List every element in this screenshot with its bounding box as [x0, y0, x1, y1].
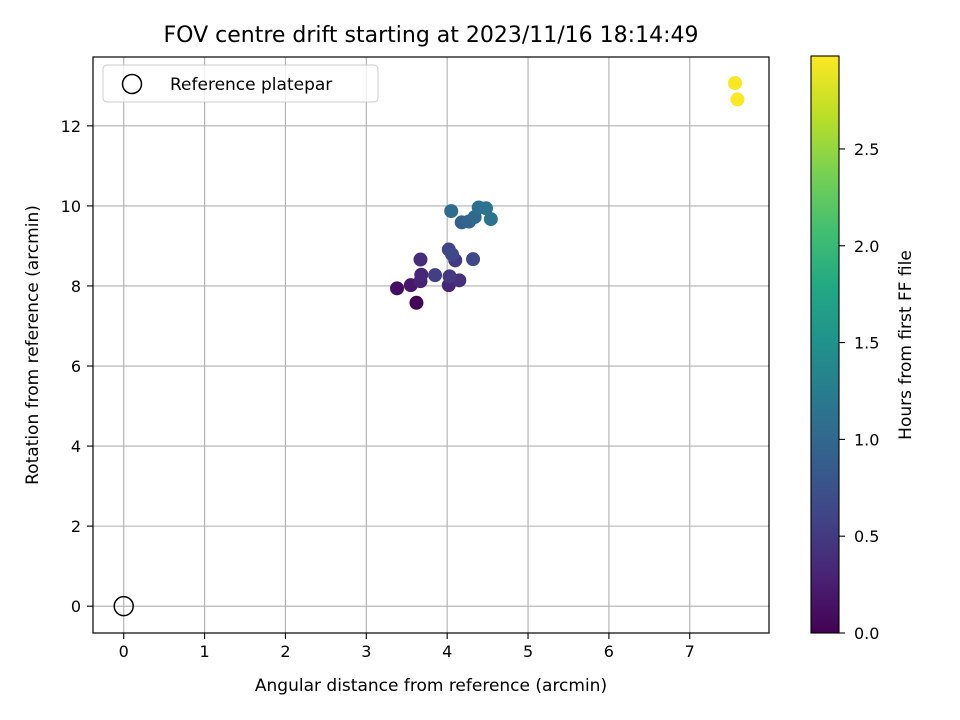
- data-point: [466, 252, 481, 267]
- colorbar-frame: [810, 55, 840, 634]
- x-axis-label: Angular distance from reference (arcmin): [255, 676, 607, 696]
- reference-platepar-point: [113, 595, 134, 617]
- data-point: [478, 201, 493, 216]
- plot-frame: [92, 56, 770, 634]
- colorbar-tick-label: 1.0: [854, 430, 879, 449]
- y-tick-label: 12: [61, 117, 81, 136]
- x-tick-label: 1: [199, 642, 209, 661]
- chart-title: FOV centre drift starting at 2023/11/16 …: [164, 23, 699, 48]
- x-axis-ticks: 0 1 2 3 4 5 6 7: [119, 633, 695, 661]
- grid-lines: [93, 57, 769, 633]
- legend-entry-reference-platepar: Reference platepar: [170, 75, 332, 95]
- colorbar-label: Hours from first FF file: [896, 250, 916, 440]
- x-tick-label: 5: [523, 642, 533, 661]
- data-point: [414, 267, 429, 282]
- data-point: [428, 268, 443, 283]
- y-axis-ticks: 0 2 4 6 8 10 12: [61, 117, 93, 616]
- x-tick-label: 2: [280, 642, 290, 661]
- colorbar-gradient: [811, 56, 839, 633]
- colorbar-ticks: 0.0 0.5 1.0 1.5 2.0 2.5: [839, 140, 879, 643]
- x-tick-label: 6: [604, 642, 614, 661]
- colorbar-tick-label: 0.0: [854, 624, 879, 643]
- y-tick-label: 0: [71, 597, 81, 616]
- data-point: [442, 269, 457, 284]
- data-point: [409, 295, 424, 310]
- y-tick-label: 6: [71, 357, 81, 376]
- y-tick-label: 10: [61, 197, 81, 216]
- x-tick-label: 7: [685, 642, 695, 661]
- x-tick-label: 0: [119, 642, 129, 661]
- data-points: [390, 76, 745, 310]
- colorbar: 0.0 0.5 1.0 1.5 2.0 2.5 Hours from first FF f…: [810, 55, 916, 643]
- colorbar-tick-label: 0.5: [854, 527, 879, 546]
- y-axis-label: Rotation from reference (arcmin): [23, 205, 43, 485]
- y-tick-label: 4: [71, 437, 81, 456]
- data-point: [728, 76, 743, 91]
- x-tick-label: 4: [442, 642, 452, 661]
- data-point: [483, 212, 498, 227]
- data-point: [445, 247, 460, 262]
- data-point: [444, 204, 459, 219]
- colorbar-tick-label: 1.5: [854, 334, 879, 353]
- data-point: [390, 281, 405, 296]
- x-tick-label: 3: [361, 642, 371, 661]
- legend-marker-open-circle: [121, 73, 143, 95]
- legend-box: [102, 64, 379, 103]
- colorbar-tick-label: 2.0: [854, 237, 879, 256]
- legend: Reference platepar: [102, 64, 379, 103]
- data-point: [413, 252, 428, 267]
- colorbar-tick-label: 2.5: [854, 140, 879, 159]
- data-point: [730, 92, 745, 107]
- reference-layer: [113, 595, 134, 617]
- y-tick-label: 8: [71, 277, 81, 296]
- y-tick-label: 2: [71, 517, 81, 536]
